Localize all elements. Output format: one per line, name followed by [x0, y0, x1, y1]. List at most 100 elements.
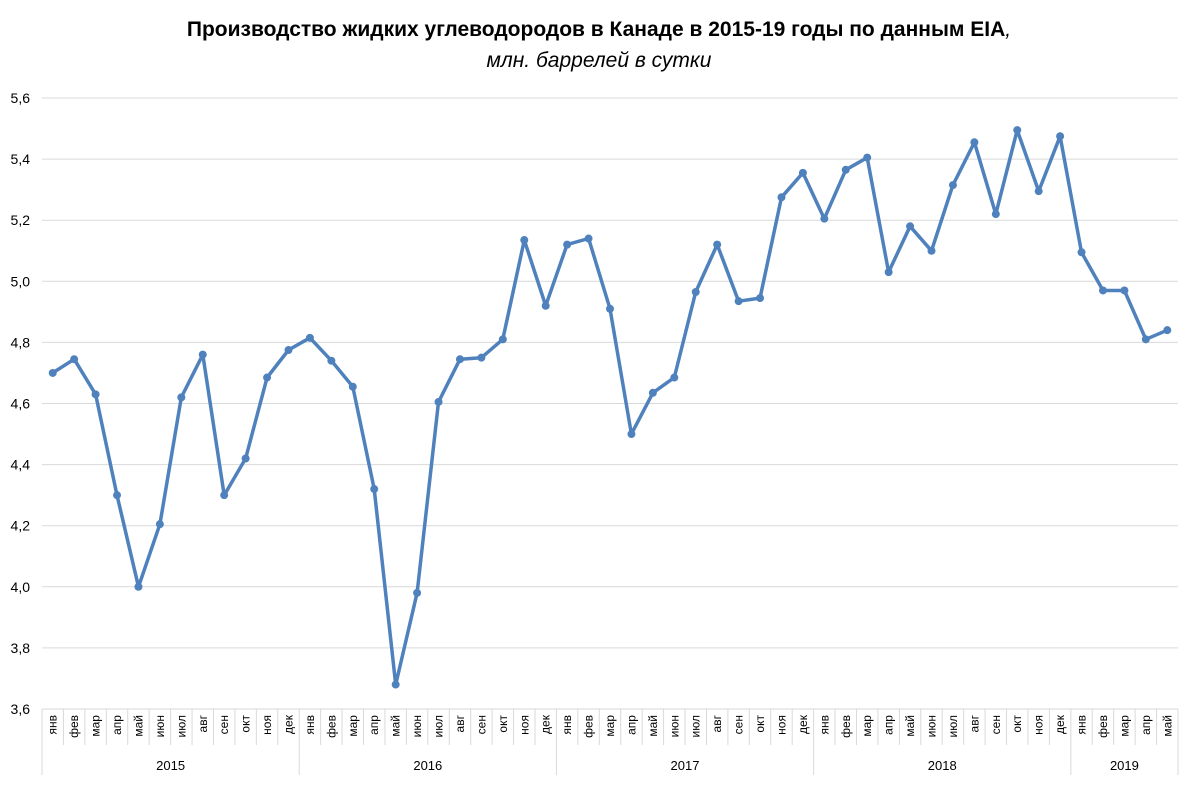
x-year-label: 2019: [1110, 758, 1139, 773]
x-tick-label: мар: [860, 715, 874, 737]
data-point: [434, 397, 443, 406]
x-tick-label: апр: [882, 715, 896, 735]
data-point: [798, 168, 807, 177]
y-tick-label: 3,8: [11, 640, 31, 656]
chart-title: Производство жидких углеводородов в Кана…: [186, 18, 1006, 41]
data-point: [520, 236, 529, 245]
x-tick-label: июн: [410, 715, 424, 737]
data-point: [455, 355, 464, 364]
x-tick-label: дек: [539, 714, 553, 734]
x-tick-label: июл: [946, 715, 960, 737]
data-point: [498, 335, 507, 344]
y-tick-label: 4,6: [11, 396, 31, 412]
data-point: [884, 268, 893, 277]
data-point: [541, 301, 550, 310]
data-point: [198, 350, 207, 359]
x-tick-label: мар: [89, 715, 103, 737]
chart-title-suffix: ,: [1005, 18, 1012, 41]
x-tick-label: окт: [1010, 715, 1024, 733]
data-point: [370, 485, 379, 494]
x-tick-label: май: [131, 715, 145, 737]
data-point: [113, 491, 122, 500]
y-tick-label: 5,2: [11, 212, 31, 228]
data-point: [477, 353, 486, 362]
x-tick-label: май: [389, 715, 403, 737]
data-point: [1141, 335, 1150, 344]
x-tick-label: фев: [67, 715, 81, 738]
x-tick-label: авг: [453, 714, 467, 732]
data-point: [1013, 126, 1022, 135]
data-point: [777, 193, 786, 202]
x-tick-label: ноя: [774, 715, 788, 735]
x-tick-label: сен: [989, 715, 1003, 734]
x-tick-label: сен: [474, 715, 488, 734]
x-tick-label: июл: [432, 715, 446, 737]
x-tick-label: май: [646, 715, 660, 737]
x-tick-label: янв: [1075, 715, 1089, 735]
x-tick-label: авг: [196, 714, 210, 732]
x-axis: янв фев мар апр май июн июл авг сен окт ноя дек янв ф…: [41, 708, 1179, 775]
x-tick-label: окт: [753, 715, 767, 733]
data-point: [584, 234, 593, 243]
data-point: [756, 294, 765, 303]
data-point: [241, 454, 250, 463]
x-tick-label: фев: [839, 715, 853, 738]
x-tick-label: янв: [817, 715, 831, 735]
data-point: [327, 356, 336, 365]
data-point: [1163, 326, 1172, 335]
data-point: [134, 582, 143, 591]
data-point: [305, 333, 314, 342]
data-point: [348, 382, 357, 391]
data-point: [284, 346, 293, 355]
y-tick-label: 3,6: [11, 701, 31, 717]
x-tick-label: фев: [582, 715, 596, 738]
data-point: [563, 240, 572, 249]
data-point: [670, 373, 679, 382]
x-year-label: 2015: [156, 758, 185, 773]
y-tick-label: 4,8: [11, 334, 31, 350]
chart-title-block: Производство жидких углеводородов в Кана…: [0, 16, 1198, 76]
data-point: [648, 388, 657, 397]
x-tick-label: апр: [110, 715, 124, 735]
data-point: [606, 304, 614, 313]
y-tick-label: 5,4: [11, 151, 31, 167]
x-tick-label: июл: [689, 715, 703, 737]
x-tick-label: дек: [1053, 714, 1067, 734]
x-tick-label: апр: [1139, 715, 1153, 735]
data-point: [70, 355, 79, 364]
data-point: [1098, 286, 1107, 295]
x-tick-label: апр: [367, 715, 381, 735]
y-tick-label: 4,2: [11, 518, 31, 534]
x-tick-label: май: [903, 715, 917, 737]
x-tick-label: сен: [217, 715, 231, 734]
data-point: [1120, 286, 1129, 295]
data-point: [691, 287, 700, 296]
y-tick-label: 5,6: [11, 90, 31, 106]
x-tick-label: янв: [46, 715, 60, 735]
x-tick-label: окт: [496, 715, 510, 733]
x-tick-label: ноя: [260, 715, 274, 735]
x-tick-label: сен: [732, 715, 746, 734]
x-tick-label: дек: [796, 714, 810, 734]
data-point: [970, 138, 979, 147]
data-point: [820, 214, 829, 223]
x-tick-label: фев: [1096, 715, 1110, 738]
y-tick-label: 4,0: [11, 579, 31, 595]
data-point: [991, 210, 1000, 219]
data-point: [734, 297, 743, 306]
x-tick-label: ноя: [517, 715, 531, 735]
x-year-label: 2016: [413, 758, 442, 773]
data-point: [713, 240, 722, 249]
x-tick-label: окт: [239, 715, 253, 733]
x-tick-label: дек: [281, 714, 295, 734]
data-point: [906, 222, 915, 231]
data-point: [1077, 248, 1086, 257]
x-year-label: 2018: [928, 758, 957, 773]
data-point: [155, 520, 164, 529]
x-tick-label: июн: [153, 715, 167, 737]
series: [48, 126, 1172, 689]
x-tick-label: май: [1160, 715, 1174, 737]
data-point: [391, 680, 400, 689]
